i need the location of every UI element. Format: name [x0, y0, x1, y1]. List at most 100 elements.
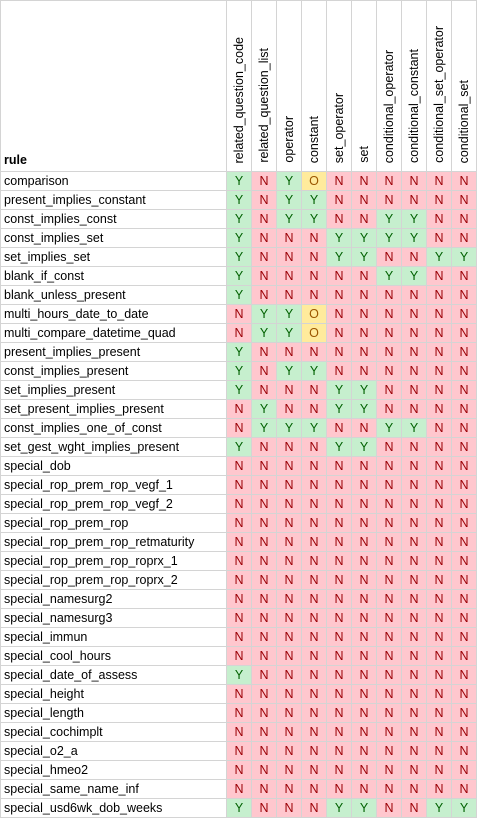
value-cell[interactable]: N: [426, 760, 452, 780]
value-cell[interactable]: Y: [226, 342, 252, 362]
value-cell[interactable]: N: [276, 665, 302, 685]
value-cell[interactable]: N: [226, 399, 252, 419]
value-cell[interactable]: N: [276, 589, 302, 609]
value-cell[interactable]: Y: [226, 798, 252, 818]
rule-column-header[interactable]: rule: [0, 0, 227, 172]
value-cell[interactable]: N: [351, 665, 377, 685]
value-cell[interactable]: N: [426, 608, 452, 628]
rule-name-cell[interactable]: set_implies_present: [0, 380, 227, 400]
value-cell[interactable]: N: [276, 570, 302, 590]
value-cell[interactable]: N: [301, 247, 327, 267]
value-cell[interactable]: Y: [326, 228, 352, 248]
value-cell[interactable]: N: [376, 779, 402, 799]
value-cell[interactable]: N: [251, 190, 277, 210]
value-cell[interactable]: N: [301, 798, 327, 818]
rule-name-cell[interactable]: present_implies_constant: [0, 190, 227, 210]
value-cell[interactable]: Y: [251, 399, 277, 419]
value-cell[interactable]: N: [451, 418, 477, 438]
value-cell[interactable]: Y: [226, 247, 252, 267]
value-cell[interactable]: N: [226, 760, 252, 780]
value-cell[interactable]: N: [351, 741, 377, 761]
value-cell[interactable]: Y: [226, 171, 252, 191]
value-cell[interactable]: N: [251, 494, 277, 514]
value-cell[interactable]: N: [276, 399, 302, 419]
value-cell[interactable]: N: [251, 209, 277, 229]
value-cell[interactable]: N: [426, 285, 452, 305]
value-cell[interactable]: N: [451, 171, 477, 191]
value-cell[interactable]: N: [351, 475, 377, 495]
value-cell[interactable]: Y: [326, 380, 352, 400]
value-cell[interactable]: N: [301, 494, 327, 514]
value-cell[interactable]: N: [351, 703, 377, 723]
value-cell[interactable]: N: [226, 513, 252, 533]
value-cell[interactable]: N: [451, 266, 477, 286]
rule-name-cell[interactable]: special_rop_prem_rop_roprx_2: [0, 570, 227, 590]
value-cell[interactable]: Y: [376, 266, 402, 286]
value-cell[interactable]: N: [276, 475, 302, 495]
value-cell[interactable]: N: [451, 304, 477, 324]
value-cell[interactable]: N: [276, 684, 302, 704]
value-cell[interactable]: N: [401, 798, 427, 818]
value-cell[interactable]: N: [401, 247, 427, 267]
value-cell[interactable]: N: [426, 456, 452, 476]
value-cell[interactable]: N: [326, 551, 352, 571]
value-cell[interactable]: N: [426, 684, 452, 704]
value-cell[interactable]: N: [401, 703, 427, 723]
value-cell[interactable]: N: [451, 665, 477, 685]
value-cell[interactable]: N: [376, 589, 402, 609]
value-cell[interactable]: N: [426, 475, 452, 495]
value-cell[interactable]: Y: [301, 361, 327, 381]
value-cell[interactable]: N: [376, 171, 402, 191]
value-cell[interactable]: N: [376, 342, 402, 362]
value-cell[interactable]: N: [426, 171, 452, 191]
column-header-conditional-set-operator[interactable]: conditional_set_operator: [426, 0, 452, 172]
value-cell[interactable]: N: [351, 266, 377, 286]
value-cell[interactable]: N: [326, 646, 352, 666]
value-cell[interactable]: N: [301, 228, 327, 248]
value-cell[interactable]: Y: [426, 798, 452, 818]
value-cell[interactable]: O: [301, 304, 327, 324]
value-cell[interactable]: N: [401, 456, 427, 476]
value-cell[interactable]: N: [326, 760, 352, 780]
column-header-constant[interactable]: constant: [301, 0, 327, 172]
rule-name-cell[interactable]: special_namesurg2: [0, 589, 227, 609]
value-cell[interactable]: N: [426, 703, 452, 723]
value-cell[interactable]: N: [426, 304, 452, 324]
value-cell[interactable]: N: [451, 494, 477, 514]
value-cell[interactable]: N: [426, 190, 452, 210]
value-cell[interactable]: N: [326, 627, 352, 647]
value-cell[interactable]: N: [401, 399, 427, 419]
value-cell[interactable]: N: [276, 798, 302, 818]
value-cell[interactable]: N: [226, 551, 252, 571]
value-cell[interactable]: N: [451, 532, 477, 552]
value-cell[interactable]: N: [351, 513, 377, 533]
value-cell[interactable]: N: [226, 722, 252, 742]
value-cell[interactable]: N: [451, 646, 477, 666]
value-cell[interactable]: N: [351, 323, 377, 343]
value-cell[interactable]: N: [351, 456, 377, 476]
rule-name-cell[interactable]: special_o2_a: [0, 741, 227, 761]
value-cell[interactable]: Y: [276, 304, 302, 324]
value-cell[interactable]: N: [376, 627, 402, 647]
value-cell[interactable]: N: [401, 475, 427, 495]
value-cell[interactable]: N: [301, 285, 327, 305]
rule-name-cell[interactable]: const_implies_one_of_const: [0, 418, 227, 438]
rule-name-cell[interactable]: special_height: [0, 684, 227, 704]
value-cell[interactable]: N: [376, 304, 402, 324]
value-cell[interactable]: N: [376, 190, 402, 210]
value-cell[interactable]: N: [401, 779, 427, 799]
value-cell[interactable]: N: [326, 608, 352, 628]
value-cell[interactable]: N: [251, 589, 277, 609]
rule-name-cell[interactable]: special_cool_hours: [0, 646, 227, 666]
rule-name-cell[interactable]: present_implies_present: [0, 342, 227, 362]
value-cell[interactable]: N: [251, 646, 277, 666]
value-cell[interactable]: N: [276, 513, 302, 533]
value-cell[interactable]: N: [251, 247, 277, 267]
value-cell[interactable]: N: [376, 285, 402, 305]
value-cell[interactable]: N: [351, 494, 377, 514]
value-cell[interactable]: N: [301, 779, 327, 799]
value-cell[interactable]: N: [401, 285, 427, 305]
value-cell[interactable]: Y: [276, 418, 302, 438]
value-cell[interactable]: N: [426, 209, 452, 229]
value-cell[interactable]: Y: [376, 228, 402, 248]
